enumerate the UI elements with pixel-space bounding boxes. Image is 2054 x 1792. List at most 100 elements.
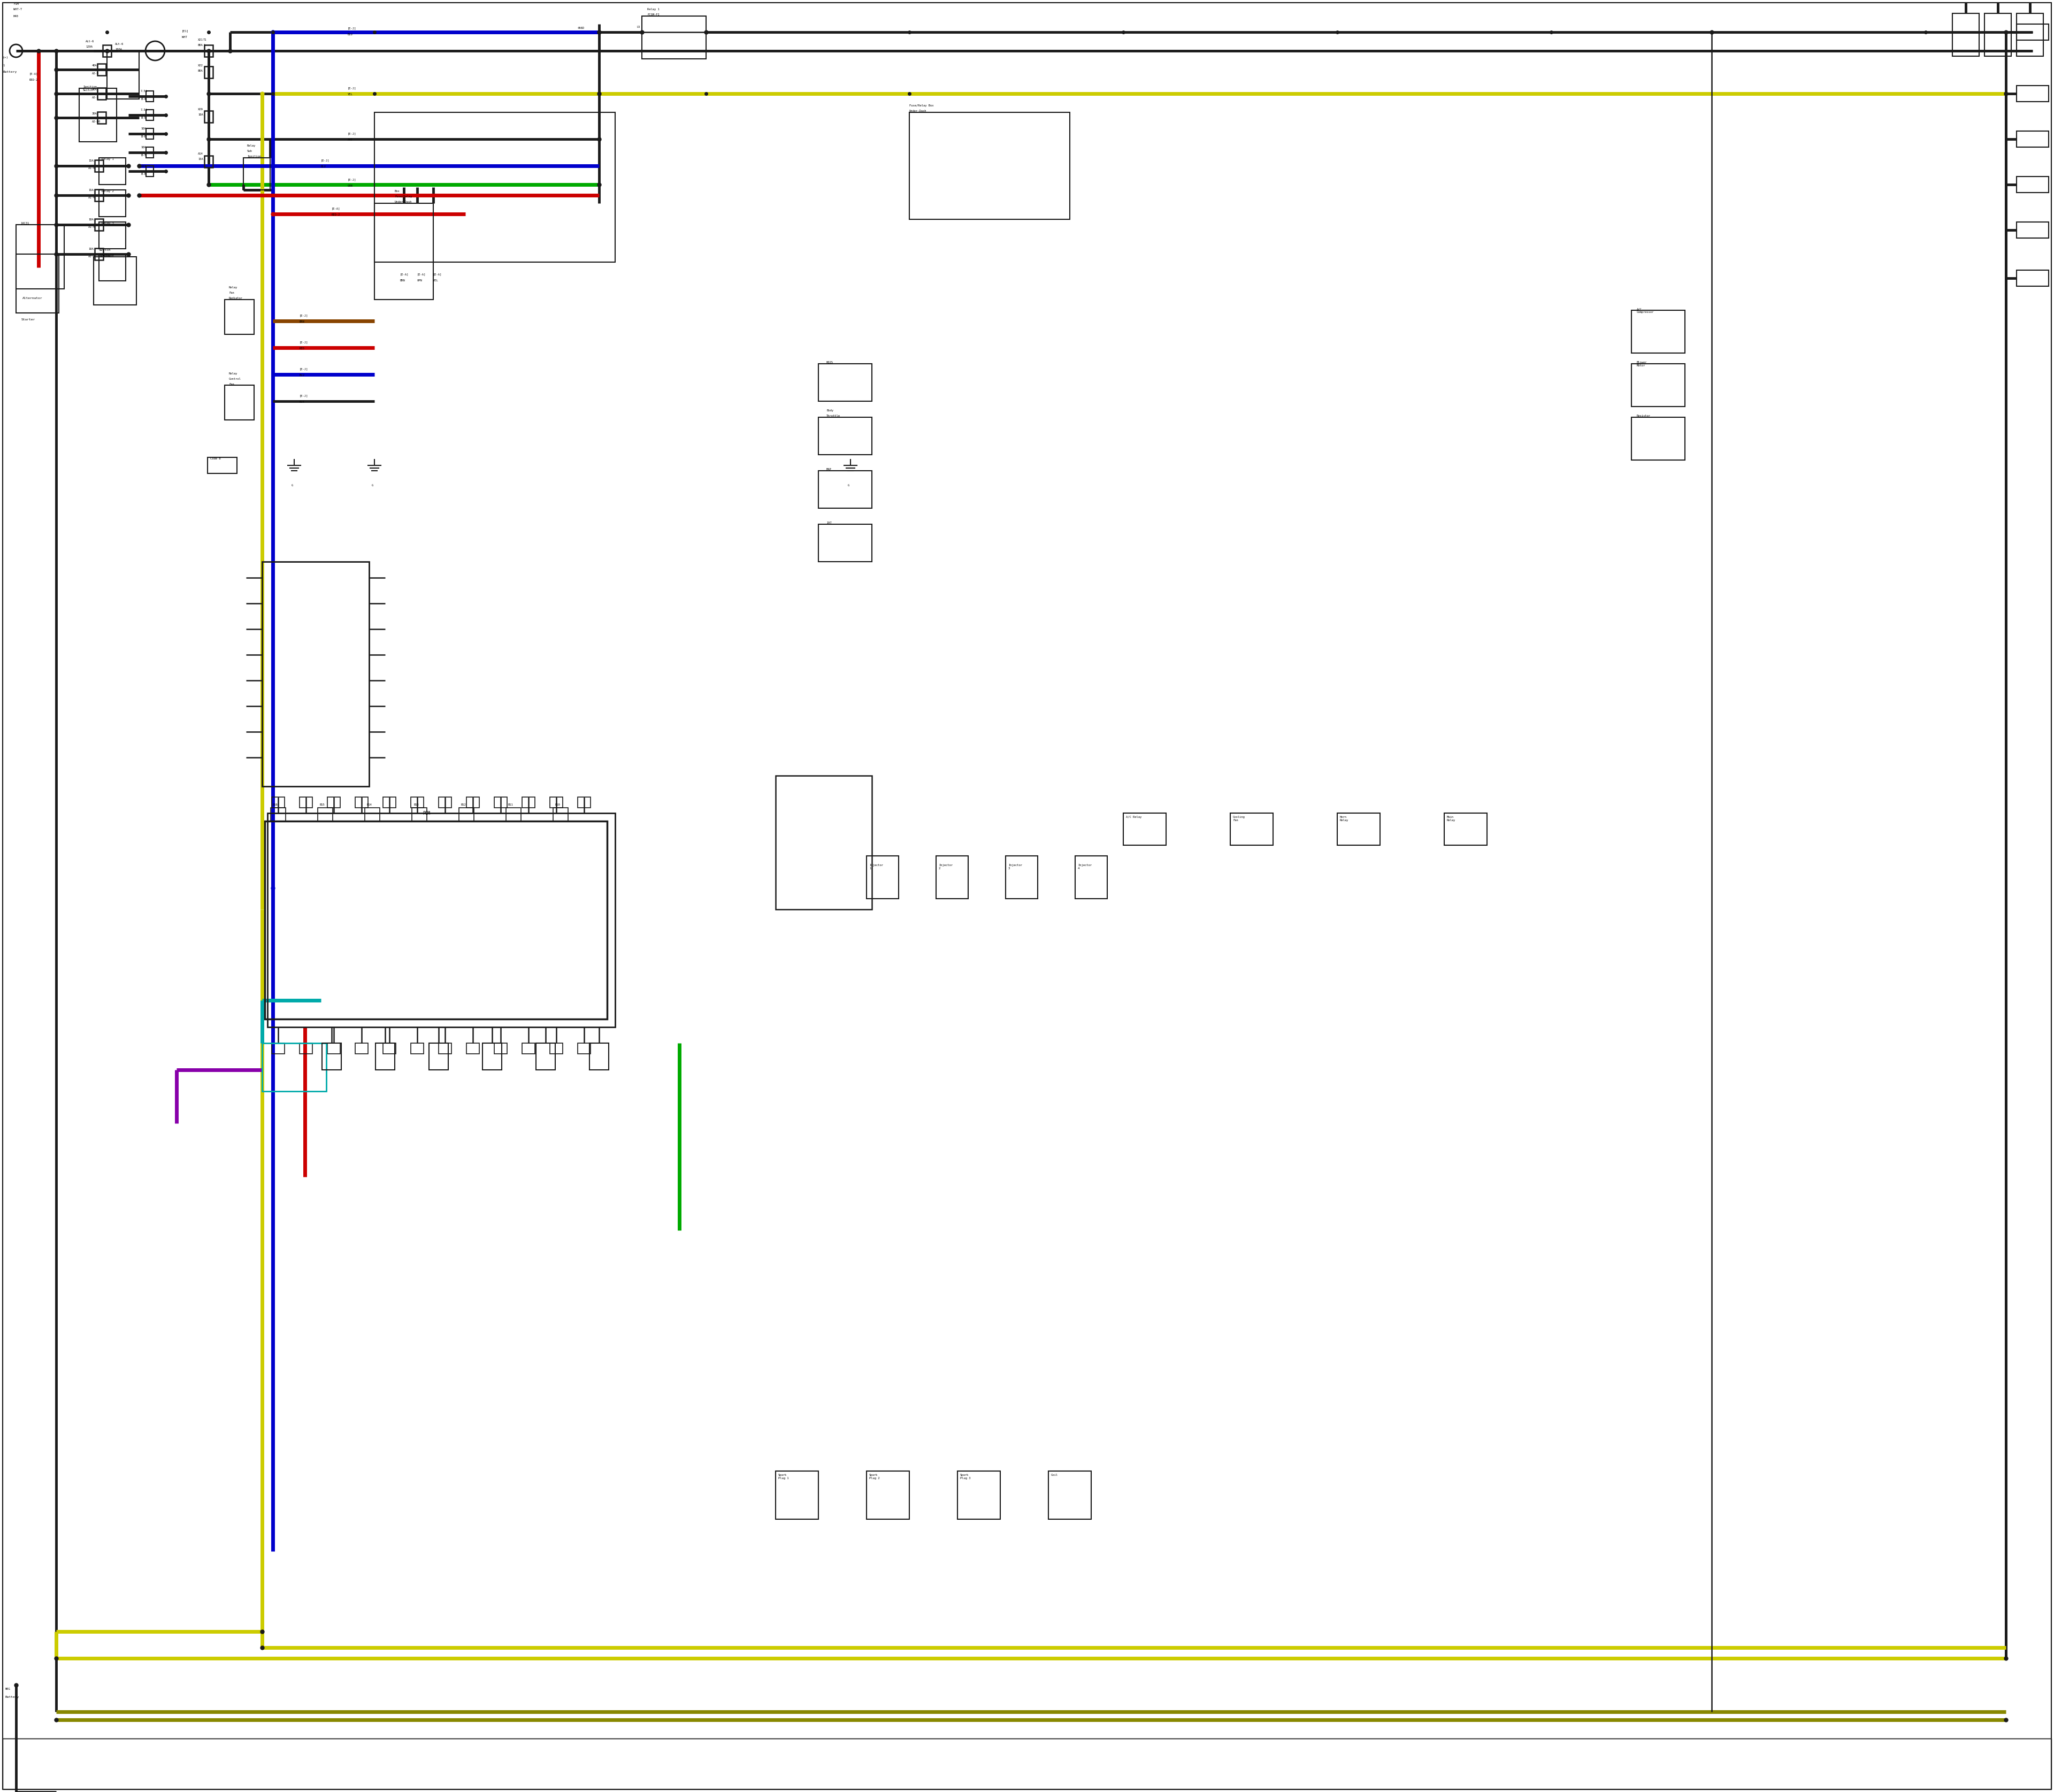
Bar <box>374 202 433 299</box>
Text: MAP: MAP <box>826 468 832 471</box>
Text: [E-J]: [E-J] <box>300 394 308 396</box>
Bar <box>495 797 507 808</box>
Text: [E-A]: [E-A] <box>29 72 39 75</box>
Bar <box>1631 364 1684 407</box>
Text: B11: B11 <box>507 803 514 806</box>
Text: [E-J]: [E-J] <box>347 177 357 181</box>
Text: Blower
Motor: Blower Motor <box>1637 360 1647 367</box>
Text: WHT-T: WHT-T <box>14 7 23 11</box>
Text: Sub: Sub <box>246 151 253 152</box>
Bar <box>1048 1471 1091 1520</box>
Bar <box>458 808 474 823</box>
Text: BLU: BLU <box>347 34 353 36</box>
Text: 30A: 30A <box>92 113 97 115</box>
Bar <box>300 797 312 808</box>
Text: L5: L5 <box>637 25 641 29</box>
Text: 14C31: 14C31 <box>21 222 29 224</box>
Text: FCSM-FI: FCSM-FI <box>647 13 659 16</box>
Text: GRN: GRN <box>347 185 353 186</box>
Bar <box>265 821 608 1020</box>
Text: Cooling
Fan: Cooling Fan <box>1232 815 1245 821</box>
Bar <box>1337 814 1380 846</box>
Text: 80A: 80A <box>197 43 203 47</box>
Text: Battery: Battery <box>6 1695 18 1699</box>
Bar <box>483 1043 501 1070</box>
Text: 4A6D: 4A6D <box>577 27 585 29</box>
Text: 80A: 80A <box>197 70 203 72</box>
Text: A2-5: A2-5 <box>92 72 99 75</box>
Bar <box>242 158 271 190</box>
Bar <box>94 256 136 305</box>
Text: Control: Control <box>228 378 240 380</box>
Text: H40: H40 <box>14 14 18 18</box>
Bar <box>146 147 154 158</box>
Text: Switch: Switch <box>99 249 111 251</box>
Bar <box>267 814 614 1027</box>
Text: F1M: F1M <box>14 2 18 5</box>
Text: ALt-6: ALt-6 <box>86 39 94 43</box>
Text: RED: RED <box>300 348 304 349</box>
Bar <box>2017 177 2048 192</box>
Bar <box>2017 222 2048 238</box>
Bar <box>2017 23 2048 39</box>
Text: Spark
Plug 3: Spark Plug 3 <box>959 1473 972 1480</box>
Text: IAT: IAT <box>826 521 832 525</box>
Text: 15A: 15A <box>197 158 203 161</box>
Text: [E1]: [E1] <box>183 29 189 32</box>
Bar <box>1984 13 2011 56</box>
Bar <box>413 808 427 823</box>
Text: Fuse/Relay Box: Fuse/Relay Box <box>910 104 935 108</box>
Bar <box>382 1043 396 1054</box>
Text: Relay: Relay <box>228 373 238 375</box>
Text: [E-J]: [E-J] <box>300 367 308 371</box>
Text: 15A: 15A <box>88 159 94 161</box>
Bar <box>355 1043 368 1054</box>
Bar <box>80 88 117 142</box>
Text: ALt-6: ALt-6 <box>115 43 123 45</box>
Text: B-5: B-5 <box>140 116 146 120</box>
Text: 15A: 15A <box>88 188 94 192</box>
Text: 10A: 10A <box>197 113 203 116</box>
Text: A1-4: A1-4 <box>88 167 94 170</box>
Bar <box>97 65 107 75</box>
Bar <box>374 113 614 262</box>
Text: B15: B15 <box>320 803 325 806</box>
Text: Relay 4: Relay 4 <box>101 254 113 256</box>
Text: Ignition
Switch: Ignition Switch <box>82 86 97 91</box>
Text: 15A: 15A <box>140 165 146 167</box>
Text: [E-A]: [E-A] <box>401 272 409 276</box>
Text: 40A: 40A <box>92 65 97 66</box>
Text: A2-3: A2-3 <box>88 254 94 258</box>
Bar <box>99 222 125 249</box>
Text: Resistor: Resistor <box>1637 414 1651 418</box>
Text: X29: X29 <box>197 108 203 111</box>
Text: Injector
2: Injector 2 <box>939 864 953 869</box>
Bar <box>505 808 522 823</box>
Bar <box>224 299 255 335</box>
Text: PCM: PCM <box>423 812 429 815</box>
Bar <box>327 1043 341 1054</box>
Text: BLU: BLU <box>300 375 304 376</box>
Text: Fan: Fan <box>228 383 234 385</box>
Bar <box>2017 131 2048 147</box>
Text: Ignition: Ignition <box>99 254 113 256</box>
Bar <box>466 1043 479 1054</box>
Bar <box>1631 310 1684 353</box>
Text: B16: B16 <box>273 803 277 806</box>
Text: [E-J]: [E-J] <box>347 86 357 90</box>
Text: 120A: 120A <box>86 45 92 48</box>
Text: HO2S: HO2S <box>826 360 834 364</box>
Bar <box>1006 857 1037 898</box>
Bar <box>103 45 111 57</box>
Text: Throttle: Throttle <box>826 414 840 418</box>
Text: BLU: BLU <box>320 165 327 168</box>
Text: WHT: WHT <box>183 36 187 38</box>
Text: B-4: B-4 <box>140 99 146 100</box>
Bar <box>99 158 125 185</box>
Text: B-6: B-6 <box>140 136 146 138</box>
Text: 10A: 10A <box>140 145 146 149</box>
Text: [E-J]: [E-J] <box>347 133 357 134</box>
Text: [E-J]: [E-J] <box>300 314 308 317</box>
Bar <box>203 66 214 79</box>
Text: Spark
Plug 2: Spark Plug 2 <box>869 1473 879 1480</box>
